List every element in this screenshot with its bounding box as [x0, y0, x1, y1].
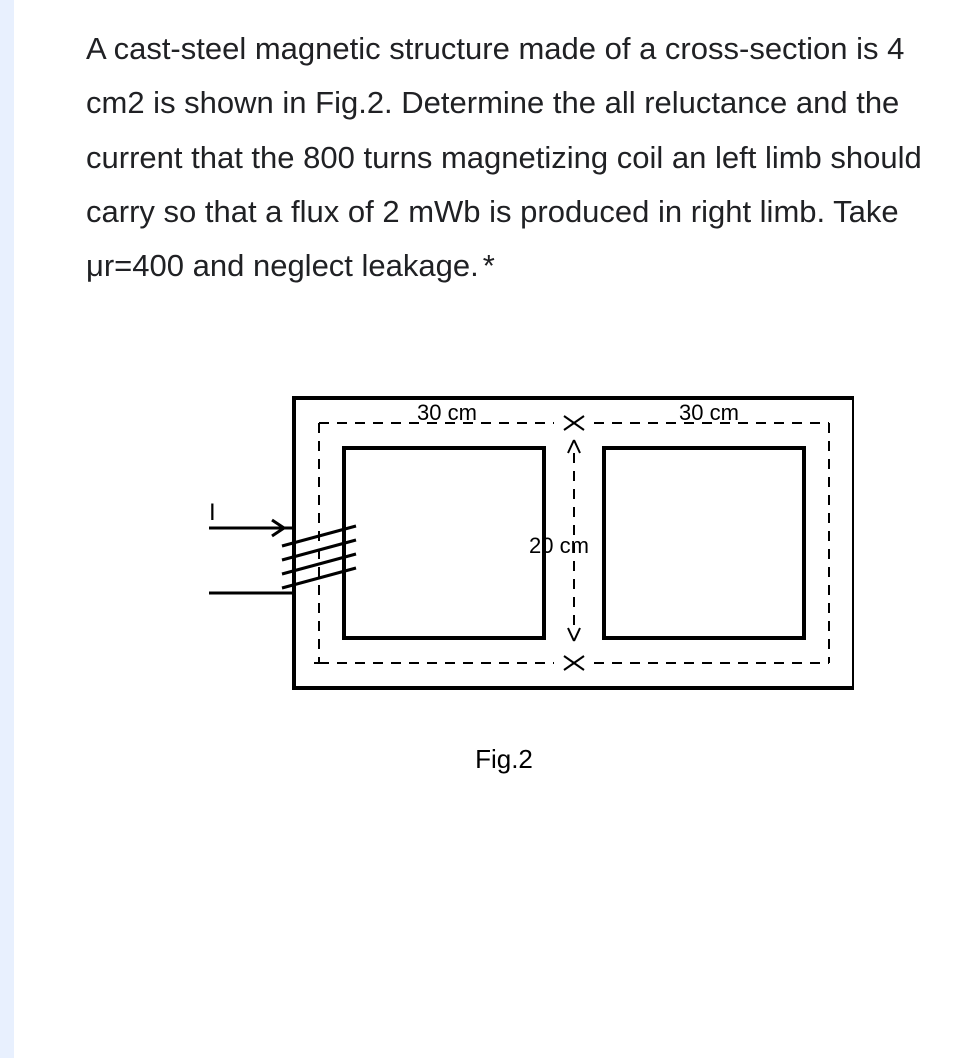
question-body: A cast-steel magnetic structure made of … [86, 31, 922, 283]
required-asterisk: * [483, 248, 495, 283]
right-window [604, 448, 804, 638]
dim-30cm-right: 30 cm [679, 400, 739, 425]
left-colored-edge [0, 0, 14, 1058]
dim-30cm-left: 30 cm [417, 400, 477, 425]
current-label: I [209, 499, 216, 526]
left-window [344, 448, 544, 638]
figure-caption: Fig.2 [475, 744, 533, 774]
magnetic-circuit-diagram: 30 cm 30 cm 20 cm I Fig.2 [154, 368, 854, 788]
figure-container: 30 cm 30 cm 20 cm I Fig.2 [86, 368, 922, 788]
question-text: A cast-steel magnetic structure made of … [86, 22, 922, 293]
content-area: A cast-steel magnetic structure made of … [0, 0, 972, 788]
dim-20cm-center: 20 cm [529, 533, 589, 558]
